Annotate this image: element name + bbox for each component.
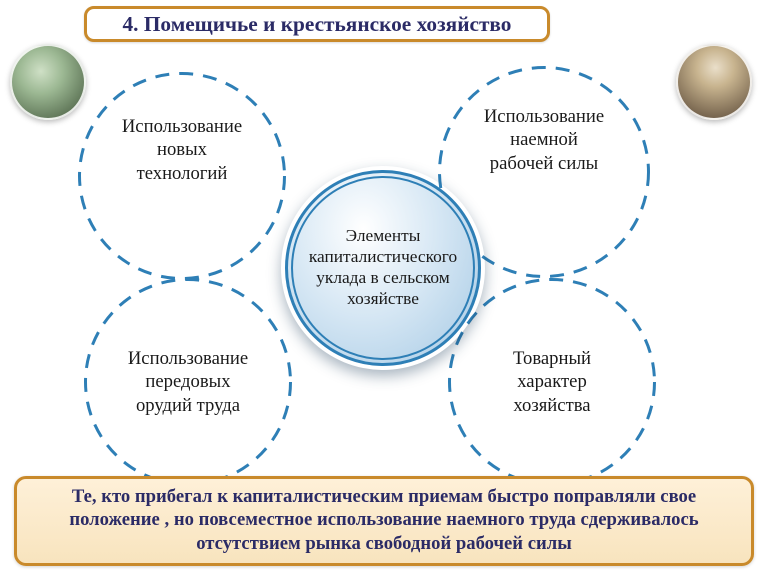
decorative-image-left <box>10 44 86 120</box>
footer-caption-box: Те, кто прибегал к капиталистическим при… <box>14 476 754 566</box>
center-circle-label: Элементы капиталистического уклада в сел… <box>285 226 481 309</box>
slide-stage: 4. Помещичье и крестьянское хозяйство Ис… <box>0 0 768 576</box>
outer-circle-top-left: Использование новых технологий <box>78 72 286 280</box>
outer-circle-top-left-label: Использование новых технологий <box>122 75 242 185</box>
outer-circle-bottom-left-label: Использование передовых орудий труда <box>128 347 248 417</box>
slide-title-text: 4. Помещичье и крестьянское хозяйство <box>123 12 512 37</box>
decorative-image-right <box>676 44 752 120</box>
footer-caption-text: Те, кто прибегал к капиталистическим при… <box>69 486 698 554</box>
outer-circle-bottom-right-label: Товарный характер хозяйства <box>513 347 591 417</box>
outer-circle-top-right-label: Использование наемной рабочей силы <box>484 69 604 175</box>
slide-title-box: 4. Помещичье и крестьянское хозяйство <box>84 6 550 42</box>
center-circle: Элементы капиталистического уклада в сел… <box>285 170 481 366</box>
outer-circle-bottom-left: Использование передовых орудий труда <box>84 278 292 486</box>
